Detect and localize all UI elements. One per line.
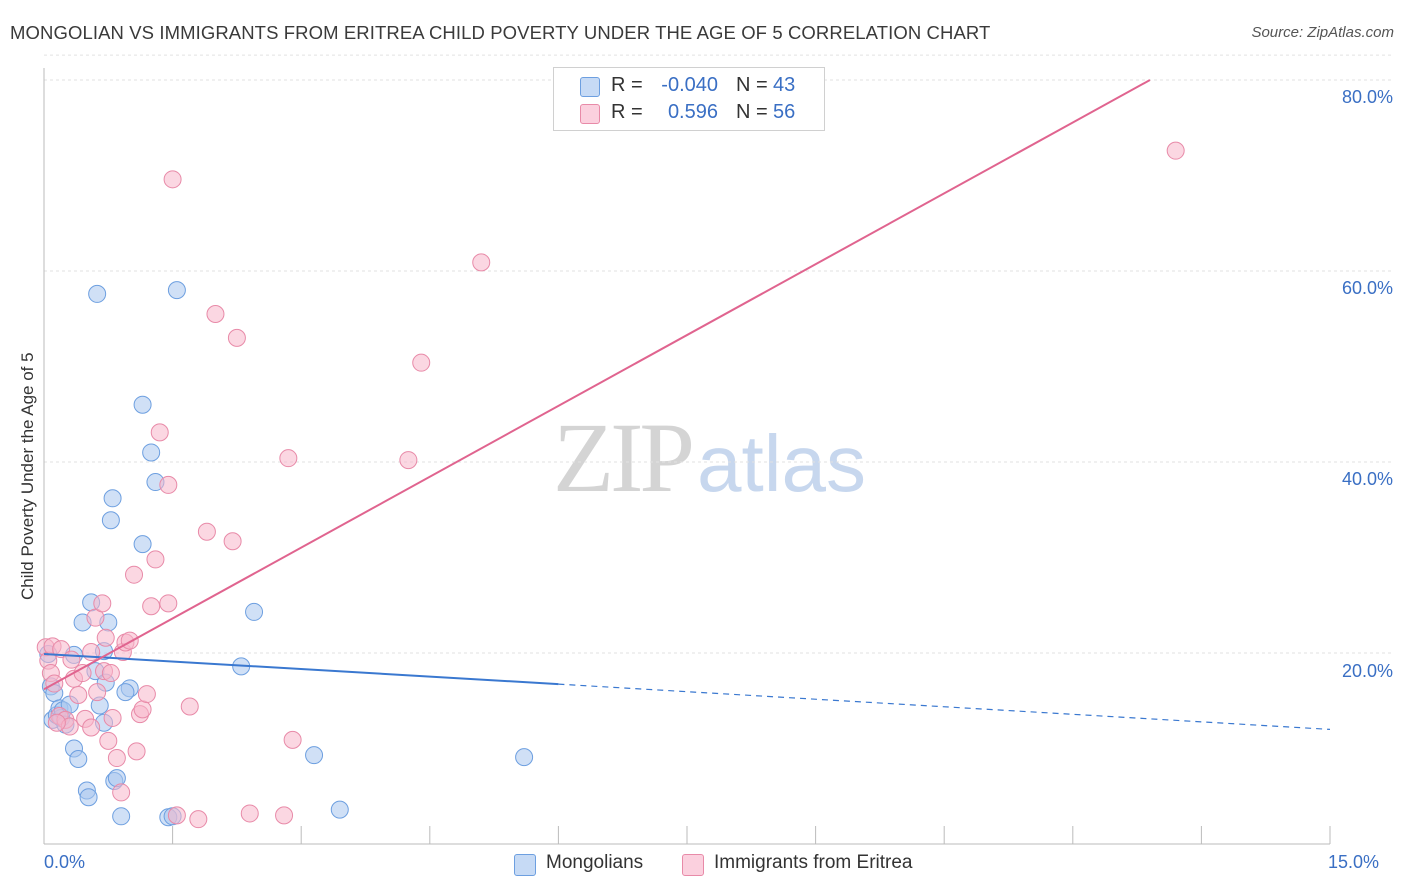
legend-swatch-mongolians <box>580 77 600 97</box>
mongolian-point <box>515 748 534 767</box>
watermark-zip: ZIP <box>553 402 695 513</box>
eritrea-point <box>93 594 112 613</box>
legend-r-value: -0.040 <box>661 74 718 96</box>
eritrea-point <box>412 353 431 372</box>
mongolian-point <box>88 284 107 303</box>
eritrea-point <box>146 550 165 569</box>
mongolian-point <box>133 535 152 554</box>
mongolian-point <box>142 443 161 462</box>
mongolian-point <box>101 511 120 530</box>
eritrea-point <box>88 683 107 702</box>
eritrea-point <box>189 810 208 829</box>
mongolian-trendline <box>43 652 559 686</box>
eritrea-point <box>101 664 120 683</box>
correlation-legend: R = -0.040 N = 43 R = 0.596 N = 56 <box>553 67 825 131</box>
mongolian-trendline-extension <box>558 683 1331 730</box>
eritrea-point <box>82 718 101 737</box>
eritrea-point <box>99 731 118 750</box>
mongolian-point <box>112 807 131 826</box>
legend-n-value: 43 <box>773 74 796 96</box>
eritrea-point <box>112 783 131 802</box>
eritrea-point <box>159 594 178 613</box>
eritrea-point <box>240 804 259 823</box>
series-label-eritrea: Immigrants from Eritrea <box>714 852 913 873</box>
source-label: Source: ZipAtlas.com <box>1251 24 1394 41</box>
eritrea-point <box>1166 141 1185 160</box>
mongolian-point <box>69 750 88 769</box>
eritrea-point <box>150 423 169 442</box>
legend-r-value: 0.596 <box>667 101 718 123</box>
eritrea-point <box>96 628 115 647</box>
eritrea-trendline <box>43 79 1151 691</box>
legend-row-mongolians: R = -0.040 N = 43 <box>554 73 824 101</box>
eritrea-point <box>167 806 186 825</box>
eritrea-point <box>399 451 418 470</box>
eritrea-point <box>133 700 152 719</box>
y-tick-label-20: 20.0% <box>1341 661 1393 681</box>
eritrea-point <box>107 749 126 768</box>
legend-row-eritrea: R = 0.596 N = 56 <box>554 100 824 128</box>
mongolian-point <box>330 800 349 819</box>
eritrea-point <box>163 170 182 189</box>
mongolian-point <box>245 602 264 621</box>
y-tick-label-80: 80.0% <box>1341 87 1393 107</box>
eritrea-point <box>142 597 161 616</box>
legend-r-label: R = <box>611 74 643 96</box>
legend-swatch-eritrea <box>580 104 600 124</box>
eritrea-point <box>47 713 66 732</box>
eritrea-point <box>206 304 225 323</box>
mongolian-point <box>167 281 186 300</box>
legend-n-label: N = <box>736 101 768 123</box>
series-swatch-eritrea <box>682 854 704 876</box>
eritrea-point <box>69 686 88 705</box>
eritrea-point <box>159 475 178 494</box>
eritrea-point <box>227 328 246 347</box>
eritrea-point <box>223 532 242 551</box>
y-axis-label: Child Poverty Under the Age of 5 <box>18 352 37 600</box>
mongolian-point <box>103 489 122 508</box>
eritrea-point <box>472 253 491 272</box>
eritrea-point <box>137 685 156 704</box>
legend-r-label: R = <box>611 101 643 123</box>
legend-n-value: 56 <box>773 101 796 123</box>
mongolian-point <box>79 788 98 807</box>
mongolian-point <box>305 746 324 765</box>
series-label-mongolians: Mongolians <box>546 852 644 873</box>
legend-n-label: N = <box>736 74 768 96</box>
eritrea-point <box>62 650 81 669</box>
eritrea-point <box>120 631 139 650</box>
eritrea-point <box>127 742 146 761</box>
eritrea-point <box>279 449 298 468</box>
x-tick-label-max: 15.0% <box>1328 852 1380 872</box>
eritrea-point <box>197 522 216 541</box>
eritrea-point <box>103 708 122 727</box>
watermark-atlas: atlas <box>697 419 866 508</box>
y-tick-label-40: 40.0% <box>1341 469 1393 489</box>
x-tick-label-min: 0.0% <box>44 852 86 872</box>
chart-title: MONGOLIAN VS IMMIGRANTS FROM ERITREA CHI… <box>10 22 991 43</box>
eritrea-point <box>275 806 294 825</box>
eritrea-point <box>283 730 302 749</box>
watermark: ZIPatlas <box>553 400 866 515</box>
mongolian-point <box>133 395 152 414</box>
eritrea-point <box>125 565 144 584</box>
series-swatch-mongolians <box>514 854 536 876</box>
mongolian-point <box>116 683 135 702</box>
y-tick-label-60: 60.0% <box>1341 278 1393 298</box>
eritrea-point <box>180 697 199 716</box>
